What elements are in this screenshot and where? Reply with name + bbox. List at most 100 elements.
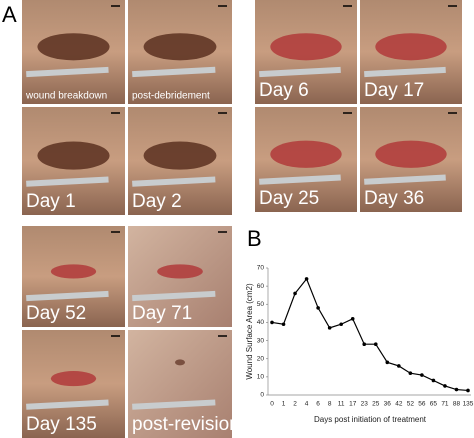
x-tick-label: 71 bbox=[441, 401, 449, 408]
data-point bbox=[339, 322, 343, 327]
x-tick-label: 17 bbox=[349, 401, 357, 408]
photo-grid: wound breakdown post-debridement Day 1 Day … bbox=[22, 0, 462, 438]
data-point bbox=[420, 373, 424, 377]
data-point bbox=[385, 360, 390, 365]
data-point bbox=[350, 317, 355, 321]
data-line bbox=[271, 277, 469, 392]
data-point bbox=[431, 378, 436, 383]
x-tick-label: 4 bbox=[305, 401, 309, 408]
data-point bbox=[443, 384, 447, 388]
photo-background bbox=[128, 330, 232, 438]
photo: Day 36 bbox=[360, 107, 462, 212]
data-point bbox=[397, 364, 401, 368]
wound bbox=[143, 141, 217, 170]
data-point bbox=[270, 320, 274, 325]
photo-label: Day 1 bbox=[26, 191, 76, 212]
panel-label: A bbox=[2, 2, 17, 27]
photo-label: Day 52 bbox=[26, 303, 86, 324]
data-point bbox=[408, 371, 413, 376]
ruler bbox=[132, 399, 216, 410]
y-tick-label: 10 bbox=[257, 374, 265, 381]
photo-label: Day 6 bbox=[259, 80, 309, 101]
x-tick-label: 23 bbox=[361, 401, 369, 408]
photo: Day 25 bbox=[255, 107, 357, 212]
y-tick-label: 60 bbox=[257, 283, 265, 290]
y-tick-label: 50 bbox=[257, 301, 265, 308]
ruler bbox=[132, 66, 216, 78]
data-point bbox=[293, 291, 297, 296]
wound bbox=[143, 33, 217, 61]
data-point bbox=[373, 342, 378, 347]
x-tick-label: 42 bbox=[395, 401, 403, 408]
x-axis-title: Days post initiation of treatment bbox=[314, 415, 427, 424]
data-point bbox=[327, 326, 332, 330]
data-point bbox=[362, 342, 367, 347]
x-tick-label: 56 bbox=[418, 401, 426, 408]
x-tick-label: 52 bbox=[407, 401, 415, 408]
wound bbox=[375, 140, 447, 168]
photo: Day 135 bbox=[22, 330, 125, 438]
x-tick-label: 6 bbox=[316, 401, 320, 408]
ruler bbox=[26, 176, 109, 187]
ruler bbox=[26, 399, 109, 410]
x-tick-label: 65 bbox=[430, 401, 438, 408]
y-tick-label: 70 bbox=[257, 265, 265, 272]
photo-label: Day 2 bbox=[132, 191, 182, 212]
data-point bbox=[316, 306, 320, 310]
y-tick-label: 30 bbox=[257, 337, 265, 344]
wound bbox=[37, 141, 110, 170]
photo: Day 52 bbox=[22, 226, 125, 327]
photo: Day 17 bbox=[360, 0, 462, 104]
wound bbox=[270, 140, 342, 168]
x-tick-label: 8 bbox=[328, 401, 332, 408]
ruler bbox=[26, 290, 109, 302]
data-point bbox=[281, 322, 286, 327]
x-tick-label: 25 bbox=[372, 401, 380, 408]
photo: Day 71 bbox=[128, 226, 232, 327]
photo-label: Day 25 bbox=[259, 188, 319, 209]
chart: 0 10 20 30 40 50 60 70 0 1 2 4 6 8 11 17 23 25 36 42 52 56 65 7… bbox=[245, 265, 474, 424]
y-axis-title: Wound Surface Area (cm2) bbox=[245, 283, 254, 380]
x-tick-label: 2 bbox=[293, 401, 297, 408]
photo-label: Day 71 bbox=[132, 303, 192, 324]
x-tick-label: 11 bbox=[338, 401, 345, 408]
x-tick-label: 36 bbox=[384, 401, 392, 408]
wound bbox=[50, 264, 97, 279]
wound bbox=[50, 371, 97, 387]
ruler bbox=[259, 66, 341, 78]
ruler bbox=[132, 176, 216, 187]
photo: post-debridement bbox=[128, 0, 232, 104]
wound bbox=[375, 33, 447, 61]
photo-label: wound breakdown bbox=[25, 91, 107, 102]
y-tick-label: 40 bbox=[257, 319, 265, 326]
wound bbox=[37, 33, 110, 61]
photo: Day 2 bbox=[128, 107, 232, 215]
photo: Day 1 bbox=[22, 107, 125, 215]
data-point bbox=[466, 388, 470, 393]
photo: wound breakdown bbox=[22, 0, 125, 104]
ruler bbox=[364, 66, 446, 78]
photo-label: Day 36 bbox=[364, 188, 424, 209]
photo-label: post-revision bbox=[132, 414, 240, 435]
photo-label: Day 17 bbox=[364, 80, 424, 101]
navel bbox=[175, 359, 185, 366]
panel-label: B bbox=[247, 226, 262, 251]
wound bbox=[270, 33, 342, 61]
y-tick-label: 20 bbox=[257, 355, 265, 362]
ruler bbox=[132, 290, 216, 302]
photo-label: post-debridement bbox=[132, 91, 210, 102]
y-tick-label: 0 bbox=[260, 392, 264, 399]
ruler bbox=[364, 174, 446, 185]
data-point bbox=[304, 277, 309, 281]
wound bbox=[157, 264, 203, 279]
x-tick-label: 135 bbox=[463, 401, 474, 408]
photo: Day 6 bbox=[255, 0, 357, 104]
ruler bbox=[259, 174, 341, 185]
x-tick-label: 0 bbox=[270, 401, 274, 408]
x-tick-label: 88 bbox=[453, 401, 461, 408]
photo-label: Day 135 bbox=[26, 414, 97, 435]
photo: post-revision bbox=[128, 330, 240, 438]
x-tick-label: 1 bbox=[282, 401, 286, 408]
ruler bbox=[26, 66, 109, 78]
